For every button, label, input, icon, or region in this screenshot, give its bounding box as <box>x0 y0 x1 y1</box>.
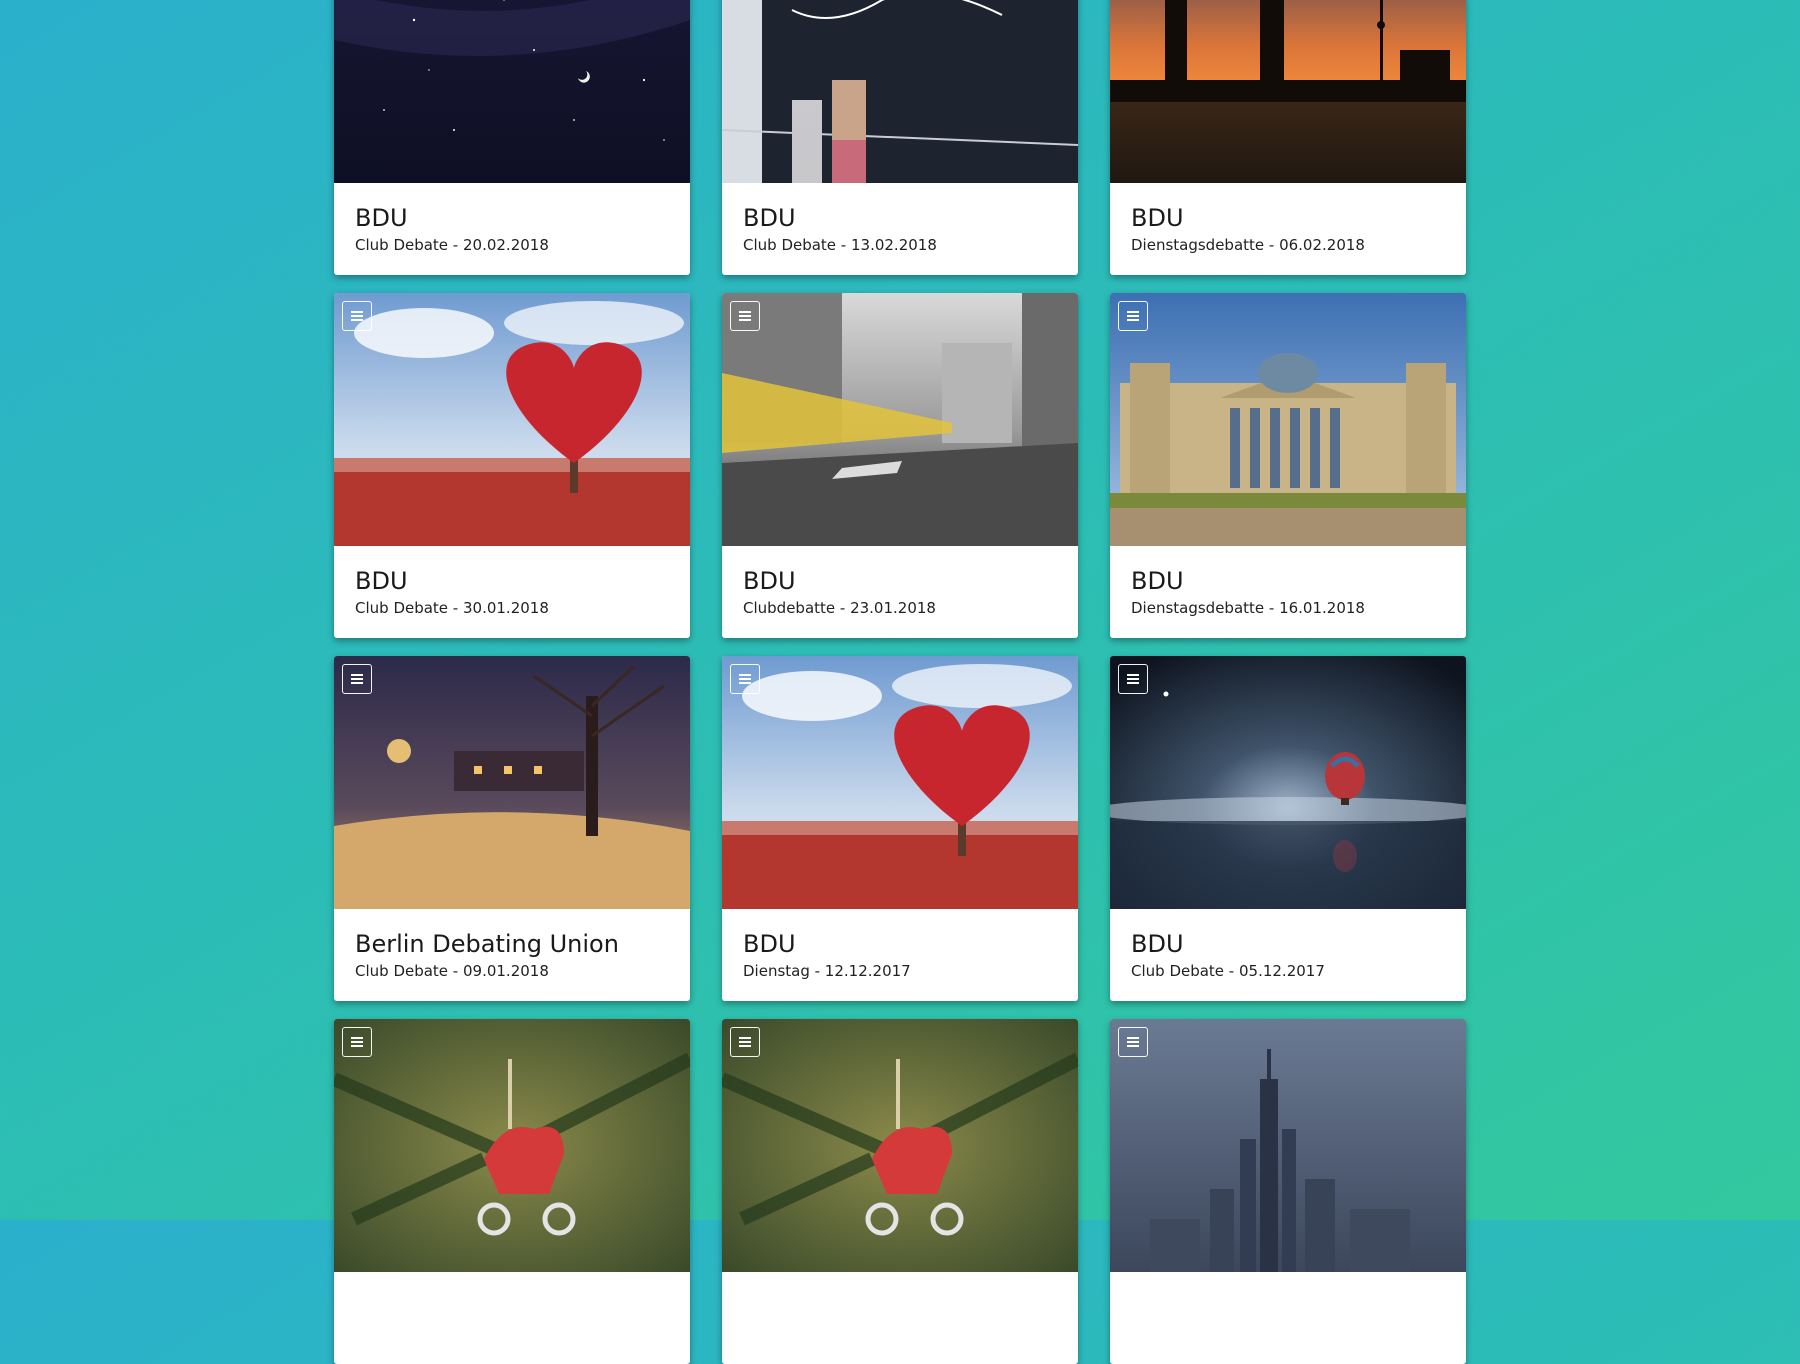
card-body: BDU Club Debate - 13.02.2018 <box>722 183 1078 256</box>
card-image-city-skyline <box>1110 1019 1466 1272</box>
card-image-reichstag <box>1110 293 1466 546</box>
event-card[interactable]: Berlin Debating Union Club Debate - 09.0… <box>334 656 690 1001</box>
christmas-ornament-image <box>722 1019 1078 1272</box>
hamburger-menu-icon <box>1127 1037 1139 1047</box>
heart-tree-image <box>722 656 1078 909</box>
card-subtitle: Clubdebatte - 23.01.2018 <box>743 599 936 617</box>
card-body <box>334 1272 690 1292</box>
card-body <box>722 1272 1078 1292</box>
card-body: BDU Dienstagsdebatte - 16.01.2018 <box>1110 546 1466 619</box>
night-sky-image <box>334 0 690 183</box>
card-body: BDU Clubdebatte - 23.01.2018 <box>722 546 1078 619</box>
hot-air-balloon-image <box>1110 656 1466 909</box>
card-subtitle: Club Debate - 13.02.2018 <box>743 236 937 254</box>
event-card[interactable]: BDU Club Debate - 05.12.2017 <box>1110 656 1466 1001</box>
event-card[interactable]: BDU Clubdebatte - 23.01.2018 <box>722 293 1078 638</box>
bridge-sunset-image <box>1110 0 1466 183</box>
card-image-hot-air-balloon <box>1110 656 1466 909</box>
event-card[interactable] <box>722 1019 1078 1364</box>
event-card[interactable]: BDU Dienstagsdebatte - 16.01.2018 <box>1110 293 1466 638</box>
card-subtitle: Dienstag - 12.12.2017 <box>743 962 911 980</box>
card-body: BDU Club Debate - 30.01.2018 <box>334 546 690 619</box>
hamburger-menu-icon <box>739 674 751 684</box>
card-image-heart-tree <box>334 293 690 546</box>
hamburger-menu-icon <box>351 1037 363 1047</box>
card-title: Berlin Debating Union <box>355 930 619 958</box>
card-subtitle: Club Debate - 09.01.2018 <box>355 962 549 980</box>
card-image-oberbaum-bridge <box>1110 0 1466 183</box>
card-menu-button[interactable] <box>730 664 760 694</box>
event-card[interactable]: BDU Dienstagsdebatte - 06.02.2018 <box>1110 0 1466 275</box>
hamburger-menu-icon <box>739 311 751 321</box>
card-body: BDU Dienstag - 12.12.2017 <box>722 909 1078 982</box>
card-menu-button[interactable] <box>730 1027 760 1057</box>
event-card-grid: BDU Club Debate - 20.02.2018 <box>334 0 1466 1364</box>
card-title: BDU <box>1131 204 1184 232</box>
reichstag-image <box>1110 293 1466 546</box>
card-menu-button[interactable] <box>1118 301 1148 331</box>
card-menu-button[interactable] <box>730 301 760 331</box>
card-image-tram-street <box>722 293 1078 546</box>
card-subtitle: Club Debate - 20.02.2018 <box>355 236 549 254</box>
event-card[interactable]: BDU Club Debate - 30.01.2018 <box>334 293 690 638</box>
hamburger-menu-icon <box>1127 311 1139 321</box>
event-card[interactable]: BDU Club Debate - 13.02.2018 <box>722 0 1078 275</box>
card-body: BDU Dienstagsdebatte - 06.02.2018 <box>1110 183 1466 256</box>
card-title: BDU <box>355 567 408 595</box>
hamburger-menu-icon <box>1127 674 1139 684</box>
card-menu-button[interactable] <box>1118 664 1148 694</box>
card-title: BDU <box>1131 930 1184 958</box>
city-skyline-image <box>1110 1019 1466 1272</box>
card-body <box>1110 1272 1466 1292</box>
event-card[interactable]: BDU Club Debate - 20.02.2018 <box>334 0 690 275</box>
card-menu-button[interactable] <box>342 301 372 331</box>
christmas-ornament-image <box>334 1019 690 1272</box>
card-image-berlin-wall <box>722 0 1078 183</box>
card-title: BDU <box>1131 567 1184 595</box>
card-body: Berlin Debating Union Club Debate - 09.0… <box>334 909 690 982</box>
card-title: BDU <box>355 204 408 232</box>
card-menu-button[interactable] <box>342 664 372 694</box>
event-card[interactable] <box>1110 1019 1466 1364</box>
card-title: BDU <box>743 567 796 595</box>
card-image-heart-tree <box>722 656 1078 909</box>
event-card[interactable] <box>334 1019 690 1364</box>
card-menu-button[interactable] <box>342 1027 372 1057</box>
hamburger-menu-icon <box>351 311 363 321</box>
berlin-wall-image <box>722 0 1078 183</box>
card-image-christmas-ornament <box>722 1019 1078 1272</box>
event-card[interactable]: BDU Dienstag - 12.12.2017 <box>722 656 1078 1001</box>
card-image-night-sky <box>334 0 690 183</box>
card-subtitle: Club Debate - 05.12.2017 <box>1131 962 1325 980</box>
hamburger-menu-icon <box>739 1037 751 1047</box>
card-image-snowy-night <box>334 656 690 909</box>
hamburger-menu-icon <box>351 674 363 684</box>
heart-tree-image <box>334 293 690 546</box>
card-subtitle: Club Debate - 30.01.2018 <box>355 599 549 617</box>
card-subtitle: Dienstagsdebatte - 06.02.2018 <box>1131 236 1365 254</box>
card-subtitle: Dienstagsdebatte - 16.01.2018 <box>1131 599 1365 617</box>
card-title: BDU <box>743 930 796 958</box>
tram-street-image <box>722 293 1078 546</box>
snowy-night-image <box>334 656 690 909</box>
card-body: BDU Club Debate - 05.12.2017 <box>1110 909 1466 982</box>
card-image-christmas-ornament <box>334 1019 690 1272</box>
card-menu-button[interactable] <box>1118 1027 1148 1057</box>
card-body: BDU Club Debate - 20.02.2018 <box>334 183 690 256</box>
card-title: BDU <box>743 204 796 232</box>
